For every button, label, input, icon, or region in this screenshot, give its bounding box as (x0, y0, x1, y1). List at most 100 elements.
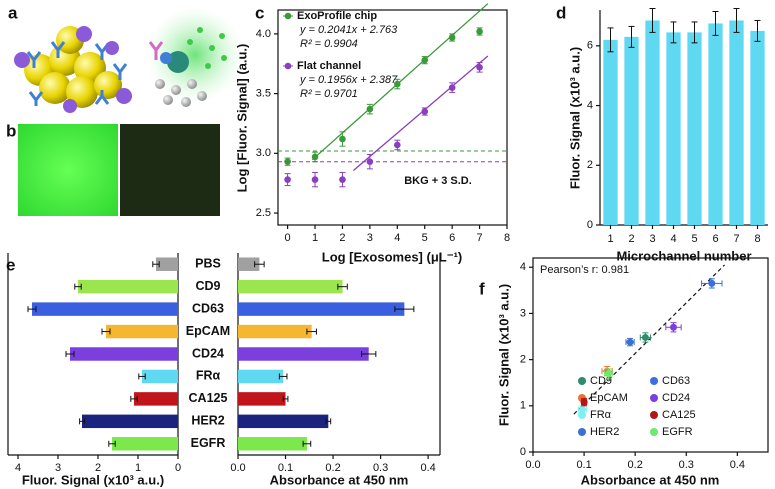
y-tick-label: 2 (520, 354, 526, 366)
category-label: EpCAM (186, 324, 230, 338)
x-tick-label: 4 (394, 232, 400, 244)
y-axis-label: Log [Fluor. Signal] (a.u.) (234, 44, 249, 193)
detection-antibody (148, 41, 164, 60)
bar (82, 414, 178, 429)
bar (134, 392, 178, 406)
illustration (14, 7, 243, 113)
x-tick-label: 7 (733, 233, 739, 245)
point (393, 141, 401, 149)
flat-image (120, 124, 220, 216)
glow (147, 7, 243, 103)
y-tick-label: 3 (520, 307, 526, 319)
x-tick-label: 8 (754, 233, 760, 245)
bar (687, 32, 702, 226)
legend-label: HER2 (590, 426, 619, 438)
y-tick-label: 3.5 (256, 88, 271, 100)
y-tick-label: 4 (520, 261, 526, 273)
x-tick-label: 0.1 (576, 459, 591, 471)
legend-marker (578, 377, 586, 385)
category-label: CD9 (195, 279, 220, 293)
legend-marker (650, 411, 658, 419)
x-axis-label: Fluor. Signal (x10³ a.u.) (22, 472, 164, 487)
substrates (155, 79, 207, 107)
y-tick-label: 2.5 (256, 207, 271, 219)
category-label: EGFR (191, 436, 226, 450)
bar (238, 369, 284, 384)
legend-marker (578, 428, 586, 436)
point (626, 338, 634, 346)
panel-label: c (255, 3, 264, 22)
x-tick-label: 0.2 (628, 459, 643, 471)
x-tick-label: 5 (422, 232, 428, 244)
x-tick-label: 8 (504, 232, 510, 244)
equation: y = 0.1956x + 2.387 (299, 74, 398, 86)
fit-line (573, 264, 725, 415)
x-axis-label: Absorbance at 450 nm (581, 472, 720, 487)
bar (238, 414, 329, 429)
y-tick-label: 3.0 (256, 147, 271, 159)
x-tick-label: 2 (628, 233, 634, 245)
x-tick-label: 7 (477, 232, 483, 244)
x-axis-label: Absorbance at 450 nm (270, 472, 409, 487)
fit-line (311, 3, 489, 161)
exosomes (14, 26, 132, 113)
legend-label: CD24 (662, 392, 690, 404)
x-tick-label: 6 (712, 233, 718, 245)
bar (238, 347, 369, 361)
annotation: Pearson’s r: 0.981 (540, 264, 629, 276)
panel-label: f (479, 279, 485, 298)
category-label: HER2 (191, 414, 224, 428)
y-tick-label: 0 (587, 219, 593, 231)
y-tick-label: 4.0 (256, 28, 271, 40)
annotation: BKG + 3 S.D. (404, 175, 472, 187)
bar (645, 20, 660, 226)
x-tick-label: 0.0 (525, 459, 540, 471)
x-tick-label: 0.1 (278, 462, 293, 474)
x-tick-label: 1 (135, 462, 141, 474)
x-axis-label: Microchannel number (616, 248, 751, 263)
bar (624, 36, 639, 225)
bar (238, 302, 405, 316)
bar (78, 279, 178, 294)
panel-label: e (6, 255, 15, 274)
bar (238, 279, 343, 294)
x-tick-label: 0.4 (420, 462, 435, 474)
x-tick-label: 2 (339, 232, 345, 244)
r-squared: R² = 0.9701 (300, 88, 358, 100)
category-label: PBS (195, 257, 221, 271)
point (366, 105, 374, 113)
legend-label: EpCAM (590, 392, 628, 404)
bar (70, 347, 178, 361)
point (311, 176, 319, 183)
bar (156, 257, 178, 271)
x-tick-label: 0.4 (730, 459, 745, 471)
bar (112, 437, 178, 451)
category-label: CD63 (192, 301, 224, 315)
x-tick-label: 4 (15, 462, 21, 474)
legend-marker (650, 377, 658, 385)
r-squared: R² = 0.9904 (300, 38, 358, 50)
point (421, 108, 429, 115)
x-tick-label: 0 (175, 462, 181, 474)
enzyme-bound (160, 52, 172, 64)
equation: y = 0.2041x + 2.763 (299, 24, 398, 36)
x-tick-label: 3 (649, 233, 655, 245)
bar (106, 324, 178, 339)
y-tick-label: 4 (587, 99, 593, 111)
bar (729, 20, 744, 226)
bar (750, 30, 765, 226)
plot-frame (277, 9, 508, 226)
point (393, 80, 401, 88)
legend-marker (650, 428, 658, 436)
x-tick-label: 3 (367, 232, 373, 244)
panel-label: a (8, 3, 18, 22)
point (311, 153, 319, 161)
legend-label: FRα (590, 409, 612, 421)
category-label: CD24 (192, 346, 224, 360)
y-axis-label: Fluor. Signal (x10³ a.u.) (567, 47, 582, 189)
x-tick-label: 6 (449, 232, 455, 244)
y-tick-label: 6 (587, 40, 593, 52)
chip-image (18, 124, 118, 216)
legend-label: CA125 (662, 409, 696, 421)
